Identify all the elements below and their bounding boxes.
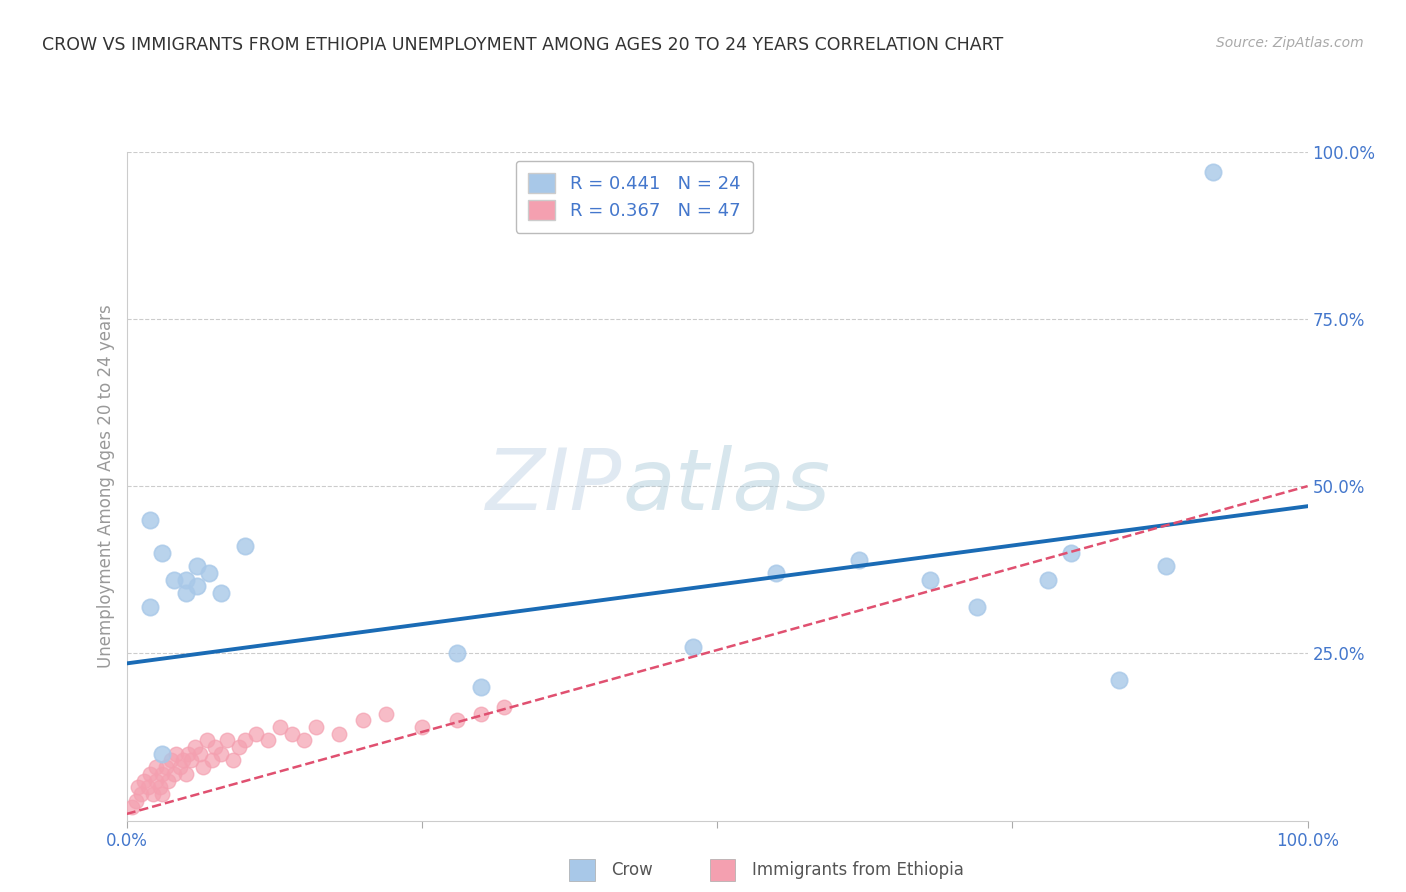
Point: [470, 706, 492, 721]
Point: [304, 720, 326, 734]
Point: [245, 726, 267, 740]
Y-axis label: Unemployment Among Ages 20 to 24 years: Unemployment Among Ages 20 to 24 years: [97, 304, 115, 668]
Point: [177, 747, 200, 761]
Point: [193, 760, 215, 774]
Point: [174, 586, 197, 600]
Point: [470, 680, 492, 694]
Point: [446, 646, 468, 660]
Point: [172, 753, 194, 767]
Point: [228, 740, 250, 755]
Text: Crow: Crow: [612, 861, 654, 879]
Point: [204, 740, 226, 755]
Point: [150, 747, 173, 761]
Point: [765, 566, 787, 581]
Point: [139, 766, 162, 781]
Point: [209, 747, 232, 761]
Point: [121, 800, 143, 814]
Point: [352, 714, 374, 728]
Point: [129, 787, 152, 801]
Point: [136, 780, 159, 794]
Point: [411, 720, 433, 734]
Point: [446, 714, 468, 728]
Point: [195, 733, 218, 747]
Point: [918, 573, 941, 587]
Point: [149, 780, 172, 794]
Point: [163, 766, 186, 781]
Point: [139, 512, 162, 526]
Point: [848, 552, 870, 567]
Point: [328, 726, 350, 740]
Point: [125, 794, 148, 808]
Point: [186, 559, 208, 574]
Point: [165, 747, 187, 761]
Point: [200, 753, 222, 767]
Point: [682, 640, 704, 654]
Point: [1202, 164, 1225, 178]
Point: [209, 586, 232, 600]
Point: [188, 747, 211, 761]
Text: Source: ZipAtlas.com: Source: ZipAtlas.com: [1216, 36, 1364, 50]
Point: [494, 699, 516, 714]
Point: [233, 733, 256, 747]
Point: [222, 753, 245, 767]
Point: [145, 760, 167, 774]
Point: [180, 753, 202, 767]
Point: [375, 706, 398, 721]
Point: [150, 787, 173, 801]
Point: [174, 573, 197, 587]
Point: [1060, 546, 1083, 560]
Legend: R = 0.441   N = 24, R = 0.367   N = 47: R = 0.441 N = 24, R = 0.367 N = 47: [516, 161, 754, 233]
Text: CROW VS IMMIGRANTS FROM ETHIOPIA UNEMPLOYMENT AMONG AGES 20 TO 24 YEARS CORRELAT: CROW VS IMMIGRANTS FROM ETHIOPIA UNEMPLO…: [42, 36, 1004, 54]
Text: Immigrants from Ethiopia: Immigrants from Ethiopia: [752, 861, 965, 879]
Point: [1036, 573, 1059, 587]
Point: [163, 573, 186, 587]
Point: [257, 733, 280, 747]
Point: [141, 787, 163, 801]
Point: [160, 753, 183, 767]
Point: [186, 580, 208, 594]
Point: [169, 760, 191, 774]
Point: [198, 566, 221, 581]
Point: [155, 760, 177, 774]
Point: [150, 766, 173, 781]
Text: atlas: atlas: [623, 444, 831, 528]
Point: [150, 546, 173, 560]
Point: [127, 780, 149, 794]
Point: [156, 773, 179, 788]
Point: [174, 766, 197, 781]
Point: [1108, 673, 1130, 688]
Point: [145, 773, 167, 788]
Text: ZIP: ZIP: [486, 444, 623, 528]
Point: [184, 740, 207, 755]
Point: [139, 599, 162, 614]
Point: [134, 773, 156, 788]
Point: [281, 726, 304, 740]
Point: [269, 720, 291, 734]
Point: [1154, 559, 1177, 574]
Point: [292, 733, 315, 747]
Point: [233, 539, 256, 553]
Point: [215, 733, 238, 747]
Point: [966, 599, 988, 614]
